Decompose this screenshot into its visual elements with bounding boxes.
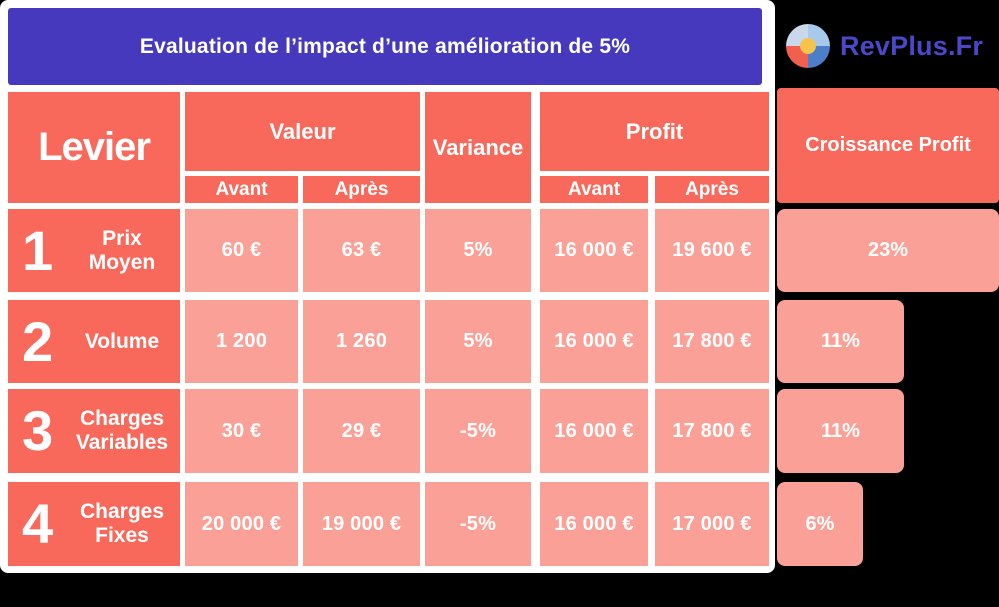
subheader-profit-avant-label: Avant — [567, 178, 621, 200]
cell-variance: -5% — [425, 389, 531, 473]
header-levier-label: Levier — [38, 125, 151, 169]
header-croissance-profit-label: Croissance Profit — [805, 134, 971, 156]
row-number: 2 — [22, 309, 54, 373]
pie-chart-logo-icon — [786, 24, 830, 68]
row-label: Charges Variables — [75, 407, 169, 454]
cell-valeur-apres: 1 260 — [303, 300, 420, 383]
row-number: 3 — [22, 399, 54, 462]
cell-profit-apres: 17 800 € — [655, 300, 769, 383]
header-profit-label: Profit — [625, 118, 684, 144]
cell-valeur-apres: 19 000 € — [303, 482, 420, 566]
cell-variance: -5% — [425, 482, 531, 566]
croissance-bar: 11% — [777, 389, 904, 473]
cell-value: 1 260 — [335, 330, 388, 352]
cell-profit-avant: 16 000 € — [540, 209, 648, 292]
table-row-levier-3: 3 Charges Variables — [8, 389, 180, 473]
cell-value: 16 000 € — [554, 512, 634, 535]
header-profit-group: Profit — [540, 92, 769, 171]
cell-variance: 5% — [425, 300, 531, 383]
row-label: Charges Fixes — [79, 500, 165, 547]
cell-variance: 5% — [425, 209, 531, 292]
subheader-valeur-apres: Après — [303, 176, 420, 203]
cell-profit-avant: 16 000 € — [540, 300, 648, 383]
subheader-valeur-avant: Avant — [185, 176, 298, 203]
cell-profit-apres: 17 800 € — [655, 389, 769, 473]
cell-value: 1 200 — [215, 330, 268, 352]
header-valeur-group: Valeur — [185, 92, 420, 171]
cell-valeur-avant: 20 000 € — [185, 482, 298, 566]
cell-profit-apres: 17 000 € — [655, 482, 769, 566]
cell-value: 19 000 € — [321, 512, 402, 535]
row-label: Volume — [84, 329, 160, 353]
cell-valeur-avant: 60 € — [185, 209, 298, 292]
cell-value: -5% — [459, 419, 497, 442]
cell-value: -5% — [459, 512, 497, 535]
cell-profit-avant: 16 000 € — [540, 389, 648, 473]
cell-value: 5% — [463, 330, 493, 352]
page-title: Evaluation de l’impact d’une amélioratio… — [139, 34, 631, 58]
cell-value: 16 000 € — [554, 419, 634, 442]
header-valeur-label: Valeur — [269, 118, 336, 144]
cell-valeur-avant: 1 200 — [185, 300, 298, 383]
brand-logo: RevPlus.Fr — [786, 22, 983, 70]
cell-value: 5% — [463, 239, 493, 261]
row-number: 4 — [22, 492, 54, 555]
cell-value: 17 800 € — [672, 330, 752, 352]
cell-profit-apres: 19 600 € — [655, 209, 769, 292]
cell-value: 29 € — [341, 419, 382, 442]
cell-profit-avant: 16 000 € — [540, 482, 648, 566]
header-variance-label: Variance — [432, 134, 524, 160]
subheader-profit-apres-label: Après — [685, 178, 739, 200]
row-number: 1 — [22, 218, 54, 282]
subheader-profit-avant: Avant — [540, 176, 648, 203]
cell-value: 30 € — [221, 419, 262, 442]
croissance-bar: 23% — [777, 209, 999, 292]
subheader-valeur-avant-label: Avant — [215, 178, 268, 200]
header-levier: Levier — [8, 92, 180, 203]
cell-valeur-apres: 29 € — [303, 389, 420, 473]
cell-value: 17 000 € — [672, 512, 752, 535]
croissance-bar: 11% — [777, 300, 904, 383]
header-croissance-profit: Croissance Profit — [777, 88, 999, 203]
cell-valeur-apres: 63 € — [303, 209, 420, 292]
title-banner: Evaluation de l’impact d’une amélioratio… — [8, 8, 762, 85]
cell-value: 16 000 € — [554, 330, 634, 352]
row-label: Prix Moyen — [88, 226, 156, 274]
croissance-bar: 6% — [777, 482, 863, 566]
cell-value: 17 800 € — [672, 419, 752, 442]
croissance-value: 11% — [821, 419, 860, 442]
table-row-levier-1: 1 Prix Moyen — [8, 209, 180, 292]
cell-value: 63 € — [341, 239, 382, 261]
croissance-value: 11% — [821, 330, 860, 352]
croissance-value: 23% — [867, 239, 909, 261]
table-row-levier-4: 4 Charges Fixes — [8, 482, 180, 566]
cell-value: 16 000 € — [554, 239, 634, 261]
cell-value: 19 600 € — [672, 239, 752, 261]
cell-value: 20 000 € — [201, 512, 282, 535]
subheader-valeur-apres-label: Après — [334, 178, 389, 200]
cell-valeur-avant: 30 € — [185, 389, 298, 473]
table-row-levier-2: 2 Volume — [8, 300, 180, 383]
croissance-value: 6% — [805, 512, 835, 535]
subheader-profit-apres: Après — [655, 176, 769, 203]
cell-value: 60 € — [221, 239, 262, 261]
brand-name: RevPlus.Fr — [840, 30, 984, 61]
header-variance: Variance — [425, 92, 531, 203]
